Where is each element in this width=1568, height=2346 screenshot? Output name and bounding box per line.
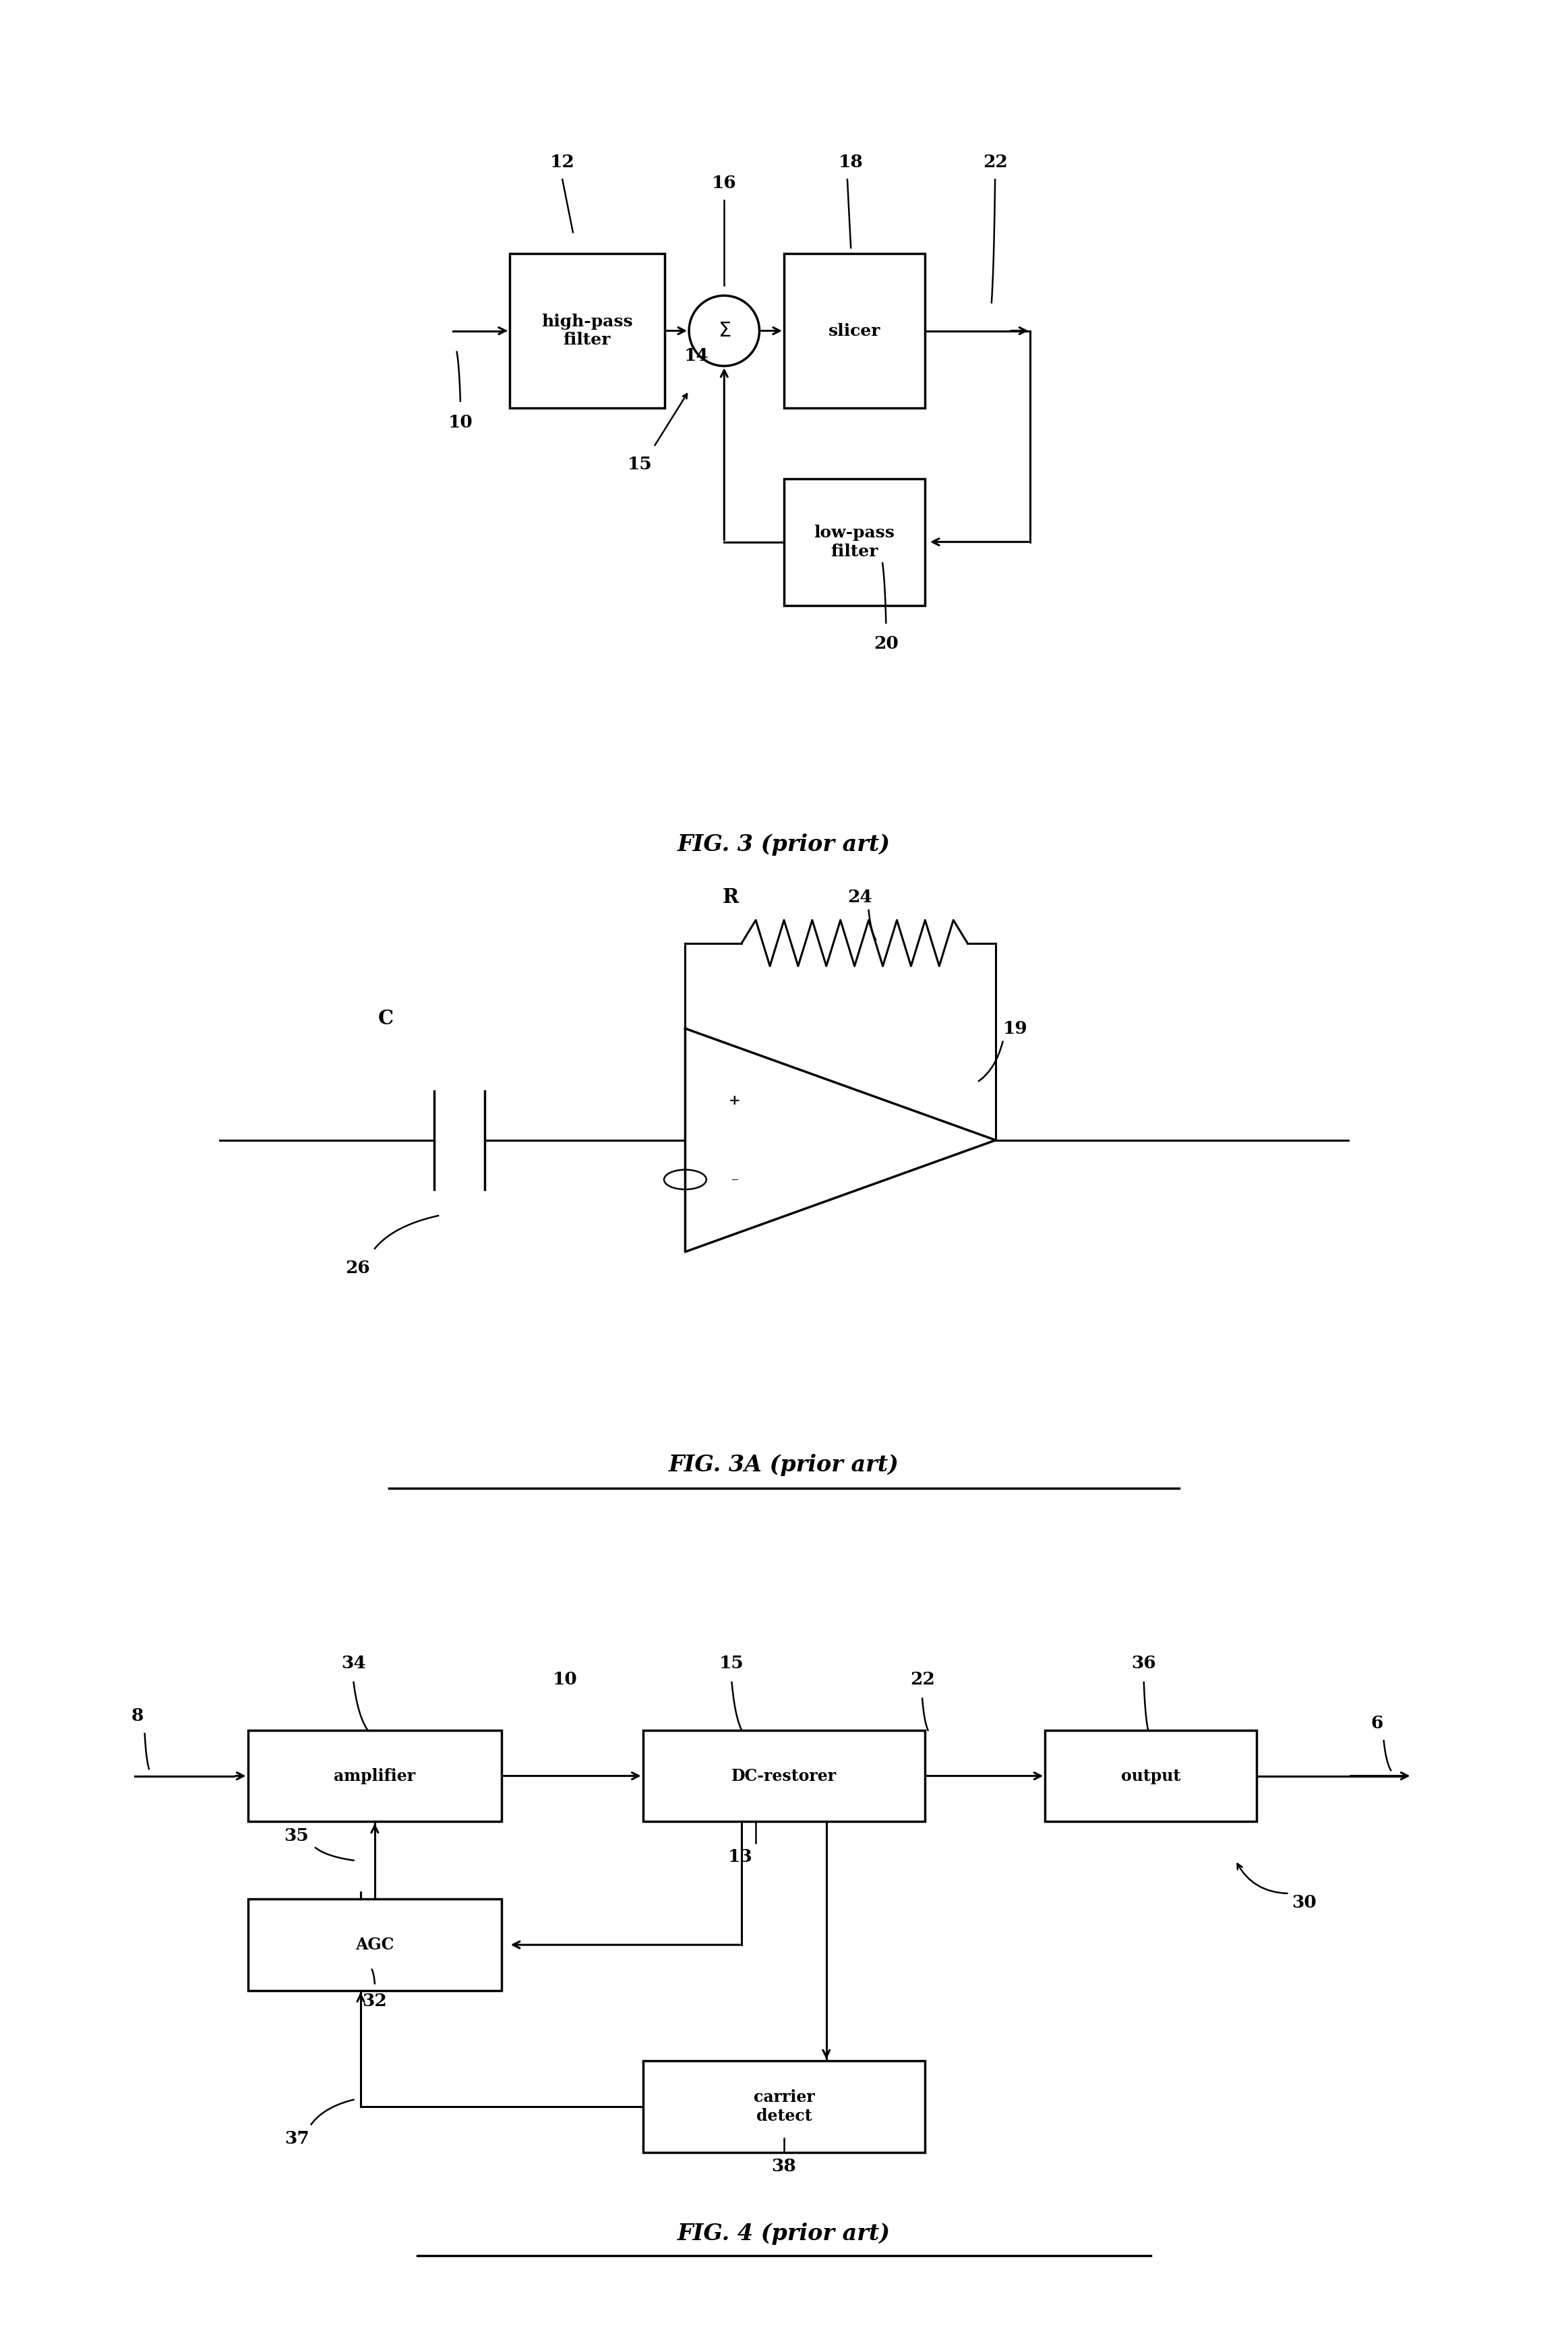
Text: 6: 6 [1370,1715,1383,1731]
Text: high-pass
filter: high-pass filter [541,314,633,347]
Text: output: output [1121,1769,1181,1783]
Text: 36: 36 [1132,1654,1156,1673]
Text: FIG. 4 (prior art): FIG. 4 (prior art) [677,2222,891,2245]
Text: FIG. 3 (prior art): FIG. 3 (prior art) [677,833,891,856]
Text: $\Sigma$: $\Sigma$ [718,321,731,340]
Text: 10: 10 [554,1670,577,1687]
Text: FIG. 3A (prior art): FIG. 3A (prior art) [670,1455,898,1476]
Text: 20: 20 [873,636,898,652]
Text: 34: 34 [342,1654,365,1673]
Text: 22: 22 [983,152,1008,171]
Text: carrier
detect: carrier detect [753,2090,815,2123]
Text: 8: 8 [132,1708,144,1724]
Text: +: + [729,1093,740,1107]
Text: low-pass
filter: low-pass filter [814,526,895,558]
Text: 32: 32 [362,1992,387,2011]
Text: 16: 16 [712,174,737,192]
Text: 22: 22 [909,1670,935,1687]
FancyBboxPatch shape [643,1731,925,1820]
Text: 12: 12 [550,152,575,171]
Text: amplifier: amplifier [334,1769,416,1783]
Text: slicer: slicer [828,324,881,338]
Text: C: C [378,1009,394,1028]
Text: 30: 30 [1292,1893,1317,1912]
FancyBboxPatch shape [643,2062,925,2154]
Text: 38: 38 [771,2158,797,2175]
Text: 19: 19 [1004,1021,1027,1037]
FancyBboxPatch shape [1046,1731,1258,1820]
FancyBboxPatch shape [248,1731,502,1820]
Text: AGC: AGC [356,1938,394,1952]
Text: 15: 15 [720,1654,745,1673]
FancyBboxPatch shape [510,253,665,408]
Text: 14: 14 [684,347,709,364]
Text: 26: 26 [345,1260,370,1276]
Text: 13: 13 [728,1849,753,1865]
FancyBboxPatch shape [784,479,925,605]
Text: 37: 37 [285,2130,309,2147]
FancyBboxPatch shape [784,253,925,408]
Text: DC-restorer: DC-restorer [731,1769,837,1783]
Text: 24: 24 [847,889,872,906]
Text: 10: 10 [448,413,472,432]
Text: 18: 18 [839,152,864,171]
Text: R: R [723,887,739,908]
Text: –: – [731,1173,739,1187]
Text: 35: 35 [284,1828,309,1844]
FancyBboxPatch shape [248,1900,502,1989]
Text: 15: 15 [627,455,652,474]
